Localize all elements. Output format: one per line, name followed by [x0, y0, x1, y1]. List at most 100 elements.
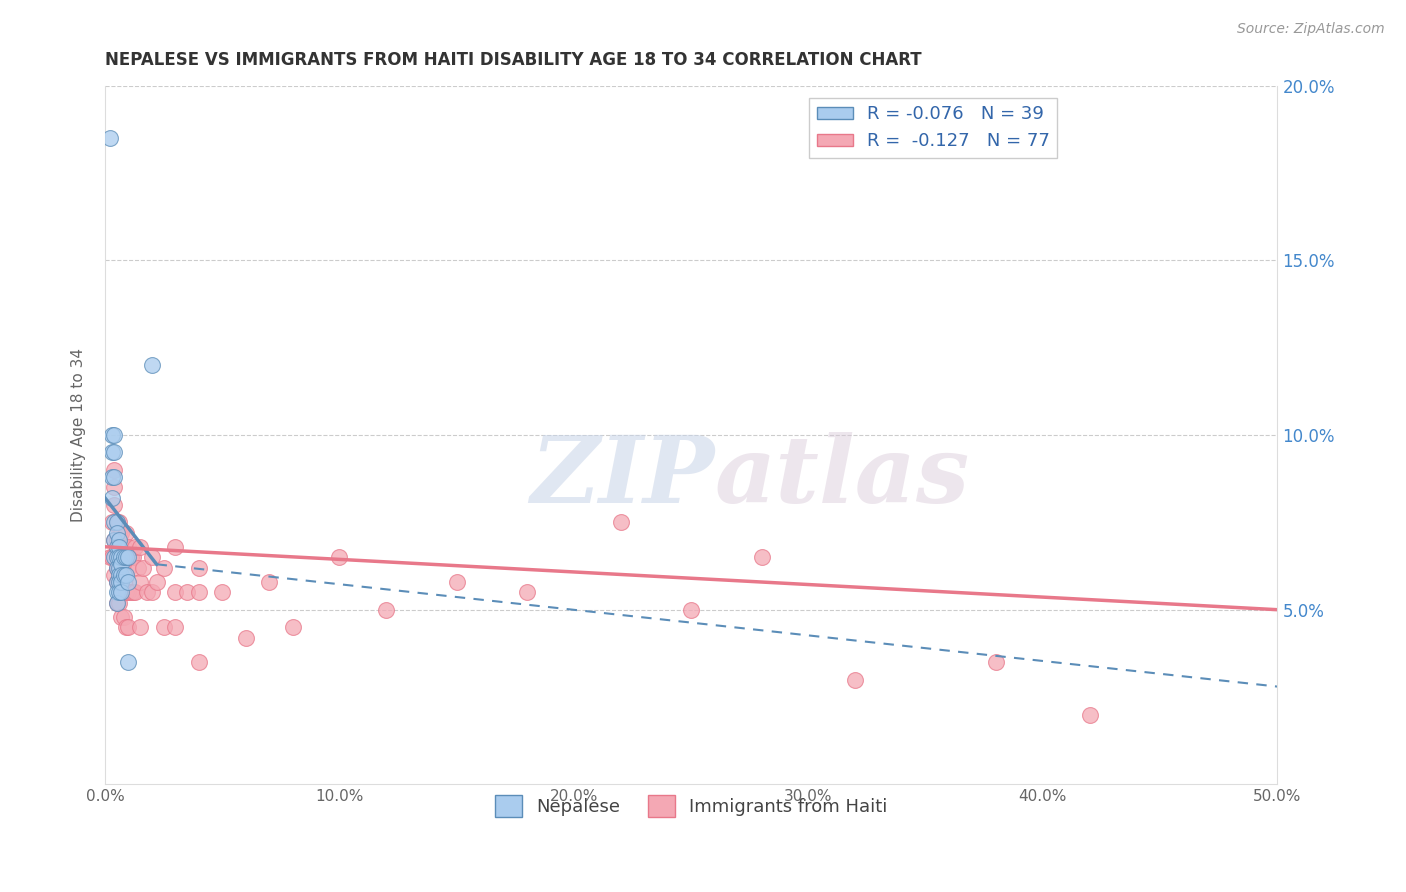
Point — [108, 533, 131, 547]
Point — [1078, 707, 1101, 722]
Point — [165, 620, 187, 634]
Point — [108, 567, 131, 582]
Point — [176, 585, 198, 599]
Point — [105, 574, 128, 589]
Text: NEPALESE VS IMMIGRANTS FROM HAITI DISABILITY AGE 18 TO 34 CORRELATION CHART: NEPALESE VS IMMIGRANTS FROM HAITI DISABI… — [105, 51, 921, 69]
Text: atlas: atlas — [714, 432, 970, 522]
Point — [103, 480, 125, 494]
Point — [375, 603, 398, 617]
Point — [101, 491, 124, 505]
Point — [110, 585, 132, 599]
Point — [108, 574, 131, 589]
Point — [129, 574, 152, 589]
Point — [681, 603, 703, 617]
Point — [105, 561, 128, 575]
Point — [141, 550, 163, 565]
Point — [117, 655, 139, 669]
Point — [105, 516, 128, 530]
Point — [112, 550, 135, 565]
Point — [112, 609, 135, 624]
Point — [152, 620, 174, 634]
Text: Source: ZipAtlas.com: Source: ZipAtlas.com — [1237, 22, 1385, 37]
Point — [110, 550, 132, 565]
Point — [98, 550, 121, 565]
Point — [108, 574, 131, 589]
Point — [117, 574, 139, 589]
Legend: Nepalese, Immigrants from Haiti: Nepalese, Immigrants from Haiti — [488, 788, 894, 824]
Point — [145, 574, 167, 589]
Point — [110, 609, 132, 624]
Point — [103, 445, 125, 459]
Point — [117, 585, 139, 599]
Point — [108, 596, 131, 610]
Point — [328, 550, 350, 565]
Point — [136, 585, 159, 599]
Point — [110, 558, 132, 572]
Point — [117, 561, 139, 575]
Point — [141, 358, 163, 372]
Point — [103, 533, 125, 547]
Point — [187, 655, 209, 669]
Point — [117, 540, 139, 554]
Point — [112, 540, 135, 554]
Point — [110, 561, 132, 575]
Point — [131, 561, 153, 575]
Point — [105, 540, 128, 554]
Point — [115, 585, 138, 599]
Point — [101, 428, 124, 442]
Point — [108, 540, 131, 554]
Point — [101, 550, 124, 565]
Point — [103, 516, 125, 530]
Point — [103, 567, 125, 582]
Point — [105, 585, 128, 599]
Point — [110, 525, 132, 540]
Point — [281, 620, 304, 634]
Point — [110, 540, 132, 554]
Point — [105, 574, 128, 589]
Point — [105, 596, 128, 610]
Point — [103, 463, 125, 477]
Point — [984, 655, 1007, 669]
Point — [129, 620, 152, 634]
Point — [101, 445, 124, 459]
Point — [127, 561, 149, 575]
Point — [115, 620, 138, 634]
Point — [110, 574, 132, 589]
Point — [103, 498, 125, 512]
Point — [108, 550, 131, 565]
Point — [101, 516, 124, 530]
Point — [187, 585, 209, 599]
Point — [187, 561, 209, 575]
Point — [105, 525, 128, 540]
Point — [108, 585, 131, 599]
Point — [124, 540, 146, 554]
Point — [105, 540, 128, 554]
Point — [108, 516, 131, 530]
Point — [103, 470, 125, 484]
Point — [129, 540, 152, 554]
Point — [152, 561, 174, 575]
Text: ZIP: ZIP — [530, 432, 714, 522]
Point — [110, 585, 132, 599]
Point — [120, 585, 142, 599]
Y-axis label: Disability Age 18 to 34: Disability Age 18 to 34 — [72, 348, 86, 522]
Point — [141, 585, 163, 599]
Point — [108, 561, 131, 575]
Point — [110, 567, 132, 582]
Point — [103, 533, 125, 547]
Point — [115, 567, 138, 582]
Point — [117, 550, 139, 565]
Point — [105, 533, 128, 547]
Point — [112, 567, 135, 582]
Point — [122, 585, 145, 599]
Point — [446, 574, 468, 589]
Point — [112, 574, 135, 589]
Point — [103, 550, 125, 565]
Point — [165, 585, 187, 599]
Point — [112, 550, 135, 565]
Point — [122, 550, 145, 565]
Point — [110, 574, 132, 589]
Point — [98, 131, 121, 145]
Point — [105, 550, 128, 565]
Point — [751, 550, 773, 565]
